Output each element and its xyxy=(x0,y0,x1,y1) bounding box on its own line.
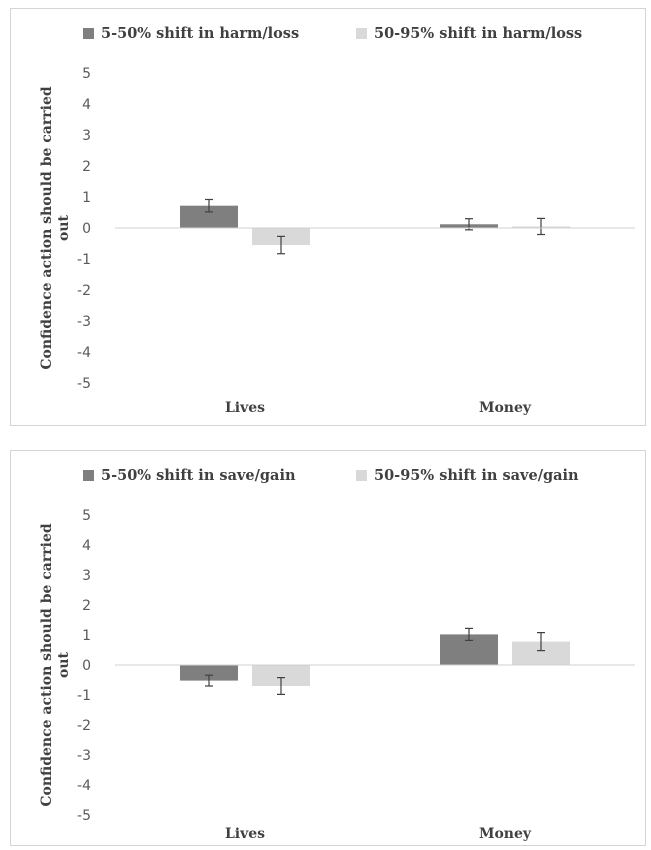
y-tick-label: -4 xyxy=(77,778,91,794)
y-axis-label-line: out xyxy=(56,651,72,678)
y-axis-label: Confidence action should be carriedout xyxy=(39,86,72,369)
category-label: Lives xyxy=(225,400,265,416)
chart-panel-save-gain: 5-50% shift in save/gain 50-95% shift in … xyxy=(10,450,646,846)
bar xyxy=(180,205,238,228)
y-tick-label: -1 xyxy=(77,252,91,268)
category-label: Money xyxy=(479,826,532,842)
legend-swatch xyxy=(83,470,94,481)
y-tick-label: 0 xyxy=(82,658,91,674)
y-axis-label-line: Confidence action should be carried xyxy=(39,523,55,806)
legend-swatch xyxy=(356,28,367,39)
bar xyxy=(180,665,238,681)
y-tick-label: -5 xyxy=(77,376,91,392)
y-tick-label: 4 xyxy=(82,538,91,554)
bar xyxy=(512,641,570,665)
y-axis-label: Confidence action should be carriedout xyxy=(39,523,72,806)
y-tick-label: 0 xyxy=(82,221,91,237)
y-tick-label: -2 xyxy=(77,718,91,734)
y-tick-label: -1 xyxy=(77,688,91,704)
chart-save-gain: 5-50% shift in save/gain 50-95% shift in … xyxy=(39,467,635,842)
legend-label: 50-95% shift in harm/loss xyxy=(374,25,582,42)
error-bar xyxy=(537,632,545,652)
y-tick-label: 1 xyxy=(82,628,91,644)
y-tick-label: 3 xyxy=(82,128,91,144)
y-tick-label: 3 xyxy=(82,568,91,584)
category-label: Lives xyxy=(225,826,265,842)
legend-swatch xyxy=(83,28,94,39)
y-axis-label-line: out xyxy=(56,214,72,241)
error-bar xyxy=(205,674,213,687)
error-bar xyxy=(465,627,473,641)
category-label: Money xyxy=(479,400,532,416)
error-bar xyxy=(277,235,285,255)
legend-label: 50-95% shift in save/gain xyxy=(374,467,579,484)
error-bar xyxy=(277,677,285,695)
error-bar xyxy=(205,198,213,213)
y-tick-label: 1 xyxy=(82,190,91,206)
chart-panel-harm-loss: 5-50% shift in harm/loss 50-95% shift in … xyxy=(10,8,646,426)
legend: 5-50% shift in harm/loss 50-95% shift in … xyxy=(83,25,582,42)
y-tick-label: -4 xyxy=(77,345,91,361)
error-bar xyxy=(537,217,545,236)
y-tick-label: -2 xyxy=(77,283,91,299)
legend-swatch xyxy=(356,470,367,481)
y-tick-label: 5 xyxy=(82,66,91,82)
y-tick-label: 2 xyxy=(82,159,91,175)
y-tick-label: 4 xyxy=(82,97,91,113)
y-tick-label: -3 xyxy=(77,314,91,330)
legend-label: 5-50% shift in harm/loss xyxy=(101,25,299,42)
y-tick-label: -3 xyxy=(77,748,91,764)
legend: 5-50% shift in save/gain 50-95% shift in … xyxy=(83,467,579,484)
legend-label: 5-50% shift in save/gain xyxy=(101,467,296,484)
y-tick-label: 5 xyxy=(82,508,91,524)
y-axis-label-line: Confidence action should be carried xyxy=(39,86,55,369)
y-tick-label: 2 xyxy=(82,598,91,614)
chart-harm-loss: 5-50% shift in harm/loss 50-95% shift in … xyxy=(39,25,635,416)
y-tick-label: -5 xyxy=(77,808,91,824)
bar xyxy=(252,665,310,686)
